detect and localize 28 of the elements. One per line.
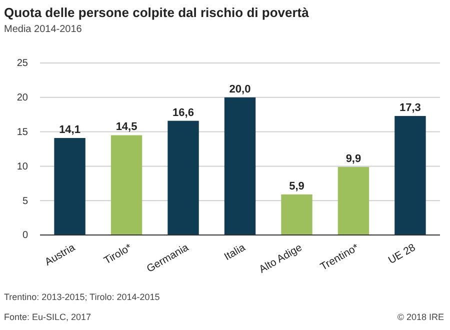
data-label: 5,9 bbox=[289, 180, 304, 192]
bar bbox=[394, 116, 426, 235]
bar bbox=[224, 97, 256, 235]
text: Trentino: 2013-2015; Tirolo: 2014-2015 bbox=[4, 292, 160, 302]
data-label: 17,3 bbox=[400, 102, 421, 114]
y-tick-label: 10 bbox=[16, 161, 28, 172]
data-label: 14,1 bbox=[59, 124, 80, 136]
data-label: 14,5 bbox=[116, 121, 138, 134]
y-tick-label: 0 bbox=[22, 230, 28, 242]
x-tick-label: Alto Adige bbox=[257, 242, 304, 276]
bar bbox=[54, 138, 86, 235]
data-label: 20,0 bbox=[229, 83, 251, 96]
text: © 2018 IRE bbox=[397, 312, 444, 322]
data-label: 9,9 bbox=[346, 152, 362, 165]
bar bbox=[110, 135, 142, 235]
x-tick-label: Italia bbox=[222, 242, 248, 264]
chart-subtitle: Media 2014-2016 bbox=[4, 24, 82, 35]
x-tick-label: UE 28 bbox=[386, 242, 418, 267]
bar bbox=[168, 120, 199, 235]
bar bbox=[338, 166, 370, 235]
source-note: Fonte: Eu-SILC, 2017 bbox=[4, 312, 92, 322]
data-label: 16,6 bbox=[172, 106, 194, 119]
y-tick-label: 5 bbox=[22, 196, 28, 207]
y-tick-label: 25 bbox=[16, 58, 28, 70]
y-tick-label: 20 bbox=[16, 92, 28, 104]
chart-title: Quota delle persone colpite dal rischio di povertà bbox=[4, 5, 310, 20]
bar bbox=[281, 194, 312, 235]
y-tick-label: 15 bbox=[16, 127, 28, 138]
